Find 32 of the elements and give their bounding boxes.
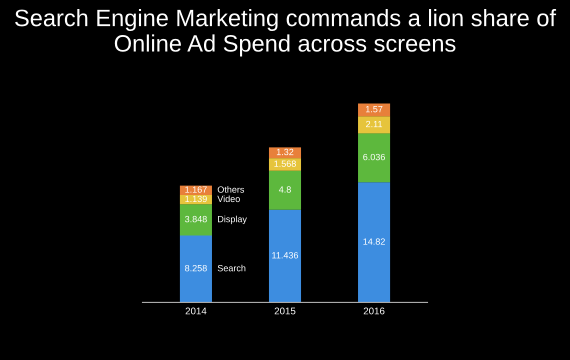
x-tick-label: 2014	[186, 308, 206, 314]
bar	[358, 182, 390, 302]
chart-title: Search Engine Marketing commands a lion share of Online Ad Spend across screens	[15, 9, 556, 56]
bar	[358, 116, 390, 134]
data-label: 1.32	[276, 148, 294, 156]
bar	[268, 158, 302, 171]
data-label: 8.258	[185, 264, 207, 272]
bar	[358, 104, 390, 116]
x-tick-label: 2016	[364, 308, 384, 314]
bar	[358, 133, 390, 182]
data-label: 1.57	[366, 106, 382, 112]
data-label: 14.82	[363, 238, 385, 245]
data-label: 1.568	[274, 160, 296, 167]
data-label: 2.11	[366, 120, 382, 128]
bar	[180, 195, 212, 204]
series-label: Display	[218, 216, 247, 224]
series-label: Video	[217, 195, 240, 202]
bar	[180, 235, 212, 302]
series-label: Search	[218, 264, 246, 272]
data-label: 3.848	[184, 216, 207, 222]
x-tick-label: 2015	[274, 308, 296, 314]
data-label: 1.167	[185, 186, 207, 193]
bar	[268, 210, 302, 302]
series-label: Others	[218, 186, 244, 193]
data-label: 11.436	[272, 252, 298, 258]
data-label: 1.139	[185, 196, 207, 202]
bar	[180, 204, 212, 236]
bar	[180, 186, 212, 196]
bar	[268, 170, 302, 210]
bar	[268, 147, 302, 158]
data-label: 6.036	[363, 154, 385, 160]
data-label: 4.8	[278, 186, 291, 193]
